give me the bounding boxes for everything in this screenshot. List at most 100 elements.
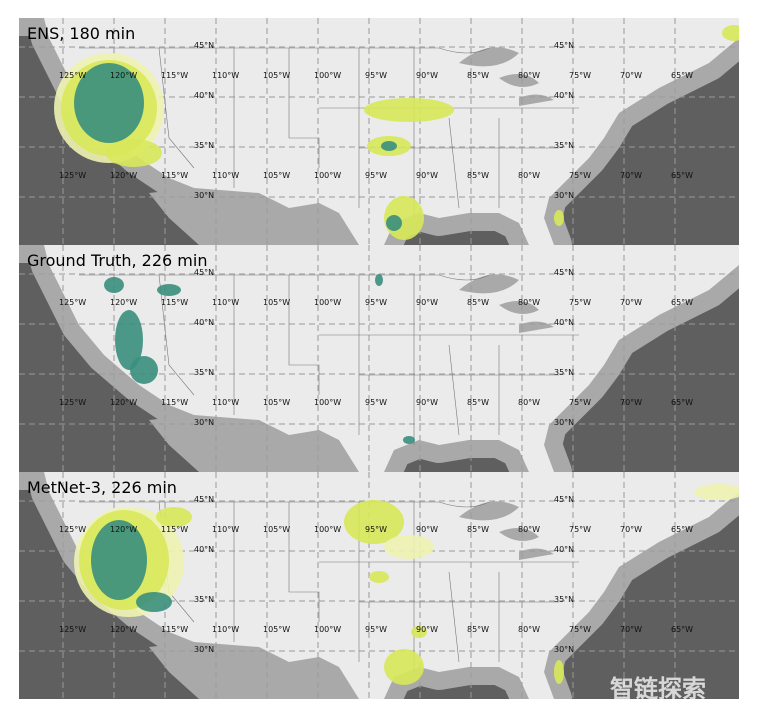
lon-label: 120°W — [110, 171, 137, 180]
lat-label: 40°N — [554, 318, 574, 327]
lon-label: 125°W — [59, 171, 86, 180]
precipitation — [403, 436, 415, 444]
lon-label: 105°W — [263, 625, 290, 634]
lat-label: 45°N — [194, 495, 214, 504]
panels: 125°W 120°W 115°W 110°W 105°W 100°W 95°W 90°W 85… — [19, 18, 739, 699]
lat-label: 40°N — [554, 545, 574, 554]
lon-label: 65°W — [671, 625, 693, 634]
lon-label: 95°W — [365, 71, 387, 80]
lon-label: 90°W — [416, 71, 438, 80]
lon-label: 85°W — [467, 525, 489, 534]
precipitation — [136, 592, 172, 612]
lon-label: 125°W — [59, 71, 86, 80]
precipitation — [115, 310, 143, 370]
lon-label: 95°W — [365, 171, 387, 180]
precipitation — [106, 139, 162, 167]
lon-label: 100°W — [314, 171, 341, 180]
lon-label: 120°W — [110, 298, 137, 307]
lat-label: 30°N — [194, 191, 214, 200]
lon-label: 75°W — [569, 71, 591, 80]
lat-label: 40°N — [194, 91, 214, 100]
lon-label: 70°W — [620, 171, 642, 180]
lat-label: 45°N — [554, 268, 574, 277]
lon-label: 80°W — [518, 171, 540, 180]
lon-label: 80°W — [518, 525, 540, 534]
lat-label: 35°N — [194, 368, 214, 377]
lon-label: 125°W — [59, 398, 86, 407]
lon-label: 85°W — [467, 625, 489, 634]
lon-label: 80°W — [518, 398, 540, 407]
lon-label: 80°W — [518, 625, 540, 634]
lon-label: 65°W — [671, 525, 693, 534]
precipitation — [369, 571, 389, 583]
precipitation — [381, 141, 397, 151]
precipitation — [694, 484, 739, 500]
lon-label: 85°W — [467, 171, 489, 180]
lon-label: 100°W — [314, 525, 341, 534]
lat-label: 45°N — [554, 495, 574, 504]
lat-label: 45°N — [554, 41, 574, 50]
lon-label: 65°W — [671, 398, 693, 407]
precipitation — [156, 507, 192, 527]
lon-label: 120°W — [110, 625, 137, 634]
lon-label: 115°W — [161, 171, 188, 180]
lon-label: 65°W — [671, 298, 693, 307]
lon-label: 85°W — [467, 398, 489, 407]
lat-label: 45°N — [194, 41, 214, 50]
precipitation — [91, 520, 147, 600]
precipitation — [157, 284, 181, 296]
precipitation — [364, 98, 454, 122]
precipitation — [375, 274, 383, 286]
lon-label: 100°W — [314, 398, 341, 407]
lat-label: 35°N — [554, 595, 574, 604]
lon-label: 105°W — [263, 398, 290, 407]
lat-label: 35°N — [194, 595, 214, 604]
lat-label: 40°N — [194, 545, 214, 554]
lon-label: 115°W — [161, 298, 188, 307]
lon-label: 75°W — [569, 298, 591, 307]
lon-label: 95°W — [365, 398, 387, 407]
lat-label: 30°N — [554, 418, 574, 427]
lon-label: 115°W — [161, 525, 188, 534]
lon-label: 80°W — [518, 71, 540, 80]
panel-title: ENS, 180 min — [27, 24, 135, 43]
lon-label: 125°W — [59, 298, 86, 307]
lon-label: 85°W — [467, 298, 489, 307]
lat-label: 40°N — [554, 91, 574, 100]
lon-label: 120°W — [110, 71, 137, 80]
lon-label: 120°W — [110, 398, 137, 407]
lon-label: 120°W — [110, 525, 137, 534]
lon-label: 75°W — [569, 171, 591, 180]
lon-label: 110°W — [212, 398, 239, 407]
lat-label: 30°N — [194, 418, 214, 427]
lat-label: 35°N — [554, 368, 574, 377]
precipitation — [384, 649, 424, 685]
map-panel: 125°W 120°W 115°W 110°W 105°W 100°W 95°W 90°W 85… — [19, 245, 739, 472]
lat-label: 30°N — [554, 191, 574, 200]
lon-label: 95°W — [365, 625, 387, 634]
lon-label: 75°W — [569, 525, 591, 534]
lon-label: 70°W — [620, 298, 642, 307]
lon-label: 105°W — [263, 525, 290, 534]
lat-label: 45°N — [194, 268, 214, 277]
lon-label: 100°W — [314, 625, 341, 634]
precipitation — [130, 356, 158, 384]
precipitation — [384, 535, 434, 559]
lon-label: 70°W — [620, 525, 642, 534]
lon-label: 105°W — [263, 298, 290, 307]
precipitation — [411, 626, 427, 638]
lon-label: 115°W — [161, 398, 188, 407]
lon-label: 90°W — [416, 171, 438, 180]
map-panel: 125°W 120°W 115°W 110°W 105°W 100°W 95°W 90°W 85… — [19, 472, 739, 699]
lon-label: 110°W — [212, 171, 239, 180]
lat-label: 40°N — [194, 318, 214, 327]
lat-label: 35°N — [194, 141, 214, 150]
precipitation — [554, 210, 564, 226]
lon-label: 95°W — [365, 525, 387, 534]
lon-label: 125°W — [59, 625, 86, 634]
lon-label: 65°W — [671, 171, 693, 180]
lon-label: 110°W — [212, 71, 239, 80]
lon-label: 90°W — [416, 625, 438, 634]
lat-label: 35°N — [554, 141, 574, 150]
